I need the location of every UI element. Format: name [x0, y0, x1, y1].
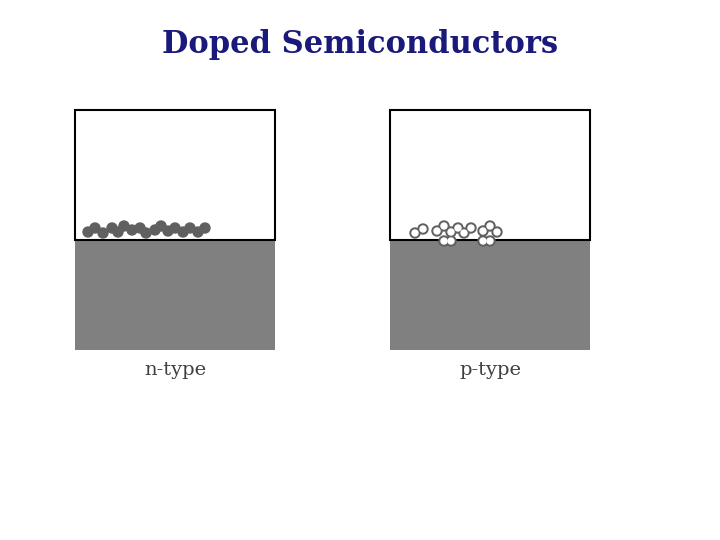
Circle shape: [439, 236, 449, 246]
Circle shape: [410, 228, 420, 238]
Circle shape: [200, 223, 210, 233]
Circle shape: [480, 228, 486, 234]
Text: n-type: n-type: [144, 361, 206, 379]
Circle shape: [455, 225, 461, 231]
Circle shape: [461, 230, 467, 236]
Circle shape: [163, 226, 173, 236]
Circle shape: [156, 221, 166, 231]
Circle shape: [494, 229, 500, 235]
Circle shape: [113, 227, 123, 237]
Circle shape: [492, 227, 502, 237]
Text: p-type: p-type: [459, 361, 521, 379]
Bar: [75, 110, 275, 240]
Bar: [390, 230, 590, 350]
Circle shape: [90, 223, 100, 233]
Circle shape: [487, 223, 493, 229]
Circle shape: [480, 238, 486, 244]
Circle shape: [141, 228, 151, 238]
Circle shape: [412, 230, 418, 236]
Circle shape: [448, 229, 454, 235]
Circle shape: [135, 223, 145, 233]
Circle shape: [98, 228, 108, 238]
Circle shape: [448, 238, 454, 244]
Circle shape: [170, 223, 180, 233]
Text: Doped Semiconductors: Doped Semiconductors: [162, 30, 558, 60]
Circle shape: [487, 238, 493, 244]
Circle shape: [193, 227, 203, 237]
Circle shape: [178, 227, 188, 237]
Bar: [75, 230, 275, 350]
Circle shape: [485, 236, 495, 246]
Circle shape: [434, 228, 440, 234]
Circle shape: [83, 227, 93, 237]
Circle shape: [107, 223, 117, 233]
Circle shape: [439, 221, 449, 231]
Circle shape: [478, 236, 488, 246]
Circle shape: [432, 226, 442, 236]
Circle shape: [468, 225, 474, 231]
Circle shape: [485, 221, 495, 231]
Circle shape: [441, 238, 447, 244]
Circle shape: [127, 225, 137, 235]
Bar: [390, 110, 590, 240]
Circle shape: [441, 223, 447, 229]
Circle shape: [478, 226, 488, 236]
Circle shape: [418, 224, 428, 234]
Circle shape: [150, 225, 160, 235]
Circle shape: [466, 223, 476, 233]
Circle shape: [459, 228, 469, 238]
Circle shape: [446, 236, 456, 246]
Circle shape: [119, 221, 129, 231]
Circle shape: [446, 227, 456, 237]
Circle shape: [185, 223, 195, 233]
Circle shape: [453, 223, 463, 233]
Circle shape: [420, 226, 426, 232]
